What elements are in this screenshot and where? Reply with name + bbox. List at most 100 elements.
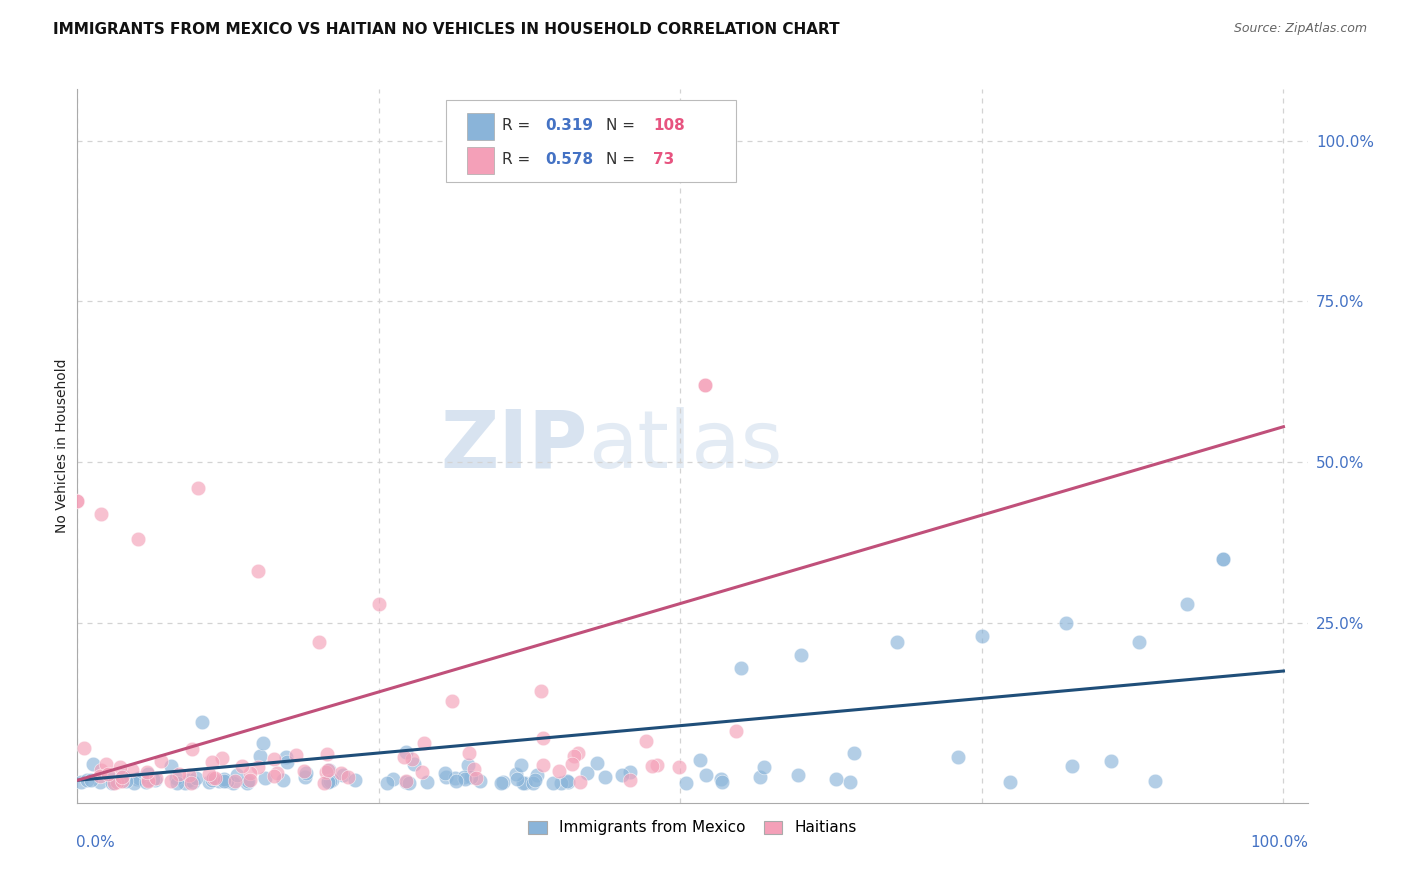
- Point: [108, 759, 131, 773]
- Point: [463, 762, 485, 776]
- Point: [235, 776, 257, 790]
- Point: [112, 770, 135, 784]
- Point: [177, 768, 200, 782]
- Point: [214, 772, 236, 786]
- Point: [693, 378, 716, 392]
- Point: [619, 772, 641, 787]
- Point: [839, 774, 862, 789]
- Point: [167, 767, 190, 781]
- Point: [222, 776, 245, 790]
- Point: [711, 774, 734, 789]
- Point: [90, 764, 112, 778]
- Text: atlas: atlas: [588, 407, 782, 485]
- Point: [401, 752, 423, 766]
- Point: [668, 760, 690, 774]
- Point: [247, 565, 270, 579]
- Point: [468, 773, 491, 788]
- Point: [395, 775, 418, 789]
- Point: [212, 773, 235, 788]
- Point: [453, 770, 475, 784]
- Point: [1128, 635, 1150, 649]
- Point: [136, 767, 159, 781]
- Point: [337, 770, 360, 784]
- FancyBboxPatch shape: [467, 147, 495, 174]
- Point: [315, 765, 337, 780]
- Point: [125, 772, 148, 786]
- Point: [128, 771, 150, 785]
- Point: [316, 773, 339, 788]
- Point: [612, 768, 634, 782]
- Point: [204, 772, 226, 786]
- Point: [94, 757, 117, 772]
- Text: 73: 73: [654, 153, 675, 167]
- Point: [105, 775, 128, 789]
- Point: [458, 746, 481, 760]
- Point: [73, 741, 96, 756]
- Point: [318, 764, 340, 778]
- Point: [198, 774, 221, 789]
- Text: 100.0%: 100.0%: [1251, 835, 1309, 850]
- Point: [557, 775, 579, 789]
- Point: [394, 750, 416, 764]
- Point: [464, 771, 486, 785]
- Point: [89, 774, 111, 789]
- Point: [404, 757, 426, 772]
- Point: [236, 774, 259, 789]
- Point: [165, 771, 187, 785]
- Point: [136, 774, 159, 789]
- Point: [533, 731, 555, 745]
- Point: [183, 774, 205, 789]
- Point: [202, 771, 225, 785]
- Point: [454, 772, 477, 786]
- Point: [441, 694, 464, 708]
- Point: [970, 629, 993, 643]
- Point: [100, 772, 122, 787]
- Text: ZIP: ZIP: [440, 407, 588, 485]
- Point: [82, 757, 104, 772]
- Point: [395, 745, 418, 759]
- Point: [547, 764, 569, 778]
- Point: [619, 765, 641, 780]
- Point: [675, 775, 697, 789]
- Point: [555, 774, 578, 789]
- Point: [693, 378, 716, 392]
- Point: [321, 773, 343, 788]
- Point: [645, 758, 668, 772]
- Point: [201, 756, 224, 770]
- Point: [1054, 615, 1077, 630]
- Point: [89, 769, 111, 783]
- Point: [998, 775, 1021, 789]
- Point: [790, 648, 813, 662]
- Point: [1212, 551, 1234, 566]
- Point: [66, 493, 89, 508]
- Point: [367, 597, 389, 611]
- Point: [316, 775, 339, 789]
- Point: [543, 776, 565, 790]
- Point: [263, 751, 285, 765]
- Text: 0.319: 0.319: [546, 118, 593, 133]
- Point: [166, 776, 188, 790]
- Text: R =: R =: [502, 153, 530, 167]
- Point: [489, 775, 512, 789]
- Point: [752, 760, 775, 774]
- Point: [160, 758, 183, 772]
- Point: [247, 760, 270, 774]
- Point: [271, 773, 294, 788]
- Y-axis label: No Vehicles in Household: No Vehicles in Household: [55, 359, 69, 533]
- Point: [444, 773, 467, 788]
- Point: [710, 772, 733, 786]
- Point: [292, 764, 315, 779]
- Point: [526, 768, 548, 782]
- Point: [80, 773, 103, 788]
- Point: [224, 774, 246, 789]
- Point: [1099, 754, 1122, 768]
- Point: [266, 766, 288, 780]
- Point: [211, 751, 233, 765]
- Point: [111, 770, 134, 784]
- Point: [114, 774, 136, 789]
- Point: [1143, 773, 1166, 788]
- Point: [145, 772, 167, 787]
- Point: [127, 533, 149, 547]
- Point: [411, 764, 433, 779]
- Point: [90, 507, 112, 521]
